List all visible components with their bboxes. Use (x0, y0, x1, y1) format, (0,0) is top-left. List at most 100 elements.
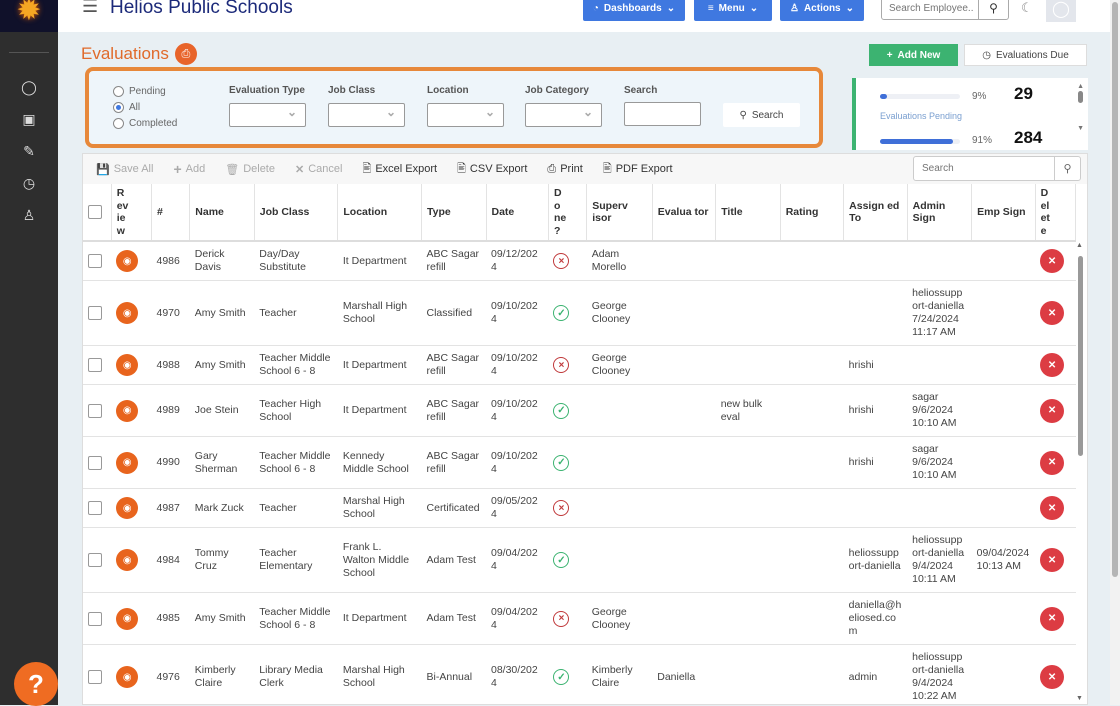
table-row[interactable]: ◉ 4988 Amy Smith Teacher Middle School 6 - … (83, 345, 1076, 385)
radio-completed[interactable]: Completed (113, 115, 177, 131)
eye-icon[interactable]: ◉ (116, 497, 139, 519)
eye-icon[interactable]: ◉ (116, 302, 139, 324)
radio-circle[interactable] (113, 101, 124, 113)
column-header-review[interactable]: R ev ie w (111, 184, 153, 242)
actions-button[interactable]: ♙ Actions ⌄ (780, 0, 864, 21)
column-header-id[interactable]: # (151, 184, 191, 242)
delete-button[interactable]: 🗑 Delete (225, 163, 275, 176)
pdf-export-button[interactable]: 🖹 PDF Export (603, 160, 673, 179)
column-header-supervisor[interactable]: Superv isor (586, 184, 653, 242)
column-header-type[interactable]: Type (421, 184, 487, 242)
row-checkbox[interactable] (88, 403, 102, 418)
page-scrollbar[interactable] (1110, 0, 1120, 705)
hamburger-icon[interactable]: ☰ (82, 0, 99, 16)
column-header-job-class[interactable]: Job Class (254, 184, 339, 242)
user-icon[interactable]: ◯ (21, 78, 37, 95)
column-header-delete[interactable]: D el et e (1035, 184, 1077, 242)
dark-mode-icon[interactable]: ☾ (1021, 0, 1033, 15)
evaluation-type-select[interactable] (229, 103, 306, 127)
add-button[interactable]: + Add (173, 161, 205, 177)
eye-icon[interactable]: ◉ (116, 607, 139, 630)
row-checkbox[interactable] (88, 670, 102, 684)
table-row[interactable]: ◉ 4970 Amy Smith Teacher Marshall High Schoo… (83, 280, 1076, 346)
job-category-select[interactable] (525, 103, 602, 127)
column-header-title[interactable]: Title (715, 184, 781, 242)
delete-icon[interactable]: ✕ (1040, 398, 1065, 423)
column-header-location[interactable]: Location (337, 184, 423, 242)
radio-circle[interactable] (113, 117, 124, 129)
print-icon[interactable]: ⎙ (174, 43, 197, 65)
grid-search-input[interactable] (914, 157, 1054, 180)
search-text-input[interactable] (624, 102, 701, 126)
grid-scrollbar[interactable]: ▲ ▼ (1076, 242, 1083, 702)
delete-icon[interactable]: ✕ (1040, 450, 1065, 475)
eye-icon[interactable]: ◉ (116, 399, 139, 422)
edit-icon[interactable]: ✎ (23, 142, 35, 159)
search-button[interactable]: ⚲ Search (723, 103, 800, 127)
table-row[interactable]: ◉ 4984 Tommy Cruz Teacher Elementary Frank L… (83, 527, 1076, 593)
table-row[interactable]: ◉ 4990 Gary Sherman Teacher Middle School 6… (83, 436, 1076, 489)
dashboards-button[interactable]: ◔ Dashboards ⌄ (583, 0, 685, 21)
add-new-button[interactable]: + Add New (869, 44, 958, 66)
eye-icon[interactable]: ◉ (116, 666, 139, 688)
search-icon[interactable]: ⚲ (978, 0, 1008, 19)
radio-pending[interactable]: Pending (113, 83, 177, 99)
delete-icon[interactable]: ✕ (1040, 301, 1065, 325)
delete-icon[interactable]: ✕ (1040, 665, 1065, 689)
column-header-rating[interactable]: Rating (780, 184, 845, 242)
row-checkbox[interactable] (88, 553, 102, 567)
row-checkbox[interactable] (88, 358, 102, 372)
delete-icon[interactable]: ✕ (1040, 606, 1065, 631)
menu-button[interactable]: ≡ Menu ⌄ (694, 0, 772, 21)
search-icon[interactable]: ⚲ (1054, 157, 1080, 180)
column-header-evaluator[interactable]: Evalua tor (652, 184, 717, 242)
location-select[interactable] (427, 103, 504, 127)
column-header-date[interactable]: Date (486, 184, 549, 242)
row-checkbox[interactable] (88, 254, 102, 268)
eye-icon[interactable]: ◉ (116, 549, 139, 571)
column-header-done[interactable]: D o ne ? (548, 184, 588, 242)
cell-date: 09/10/2024 (486, 280, 549, 346)
eye-icon[interactable]: ◉ (116, 354, 139, 376)
help-button[interactable]: ? (14, 662, 58, 706)
employee-search-input[interactable] (882, 0, 978, 19)
table-row[interactable]: ◉ 4985 Amy Smith Teacher Middle School 6 - … (83, 592, 1076, 645)
row-checkbox[interactable] (88, 306, 102, 320)
stats-scrollbar[interactable]: ▲ ▼ (1077, 83, 1084, 132)
table-row[interactable]: ◉ 4989 Joe Stein Teacher High School It Depa… (83, 384, 1076, 437)
avatar[interactable]: ◯ (1046, 0, 1076, 22)
delete-icon[interactable]: ✕ (1040, 496, 1065, 520)
eye-icon[interactable]: ◉ (116, 451, 139, 474)
row-checkbox[interactable] (88, 455, 102, 470)
delete-icon[interactable]: ✕ (1040, 548, 1065, 572)
row-checkbox[interactable] (88, 501, 102, 515)
evaluations-due-label: Evaluations Due (995, 49, 1069, 61)
column-header-emp-sign[interactable]: Emp Sign (971, 184, 1036, 242)
eye-icon[interactable]: ◉ (116, 250, 139, 272)
column-header-admin-sign[interactable]: Admin Sign (907, 184, 973, 242)
users-icon[interactable]: ♙ (22, 206, 36, 223)
print-button[interactable]: ⎙ Print (547, 163, 582, 176)
table-row[interactable]: ◉ 4986 Derick Davis Day/Day Substitute It De… (83, 241, 1076, 281)
cancel-button[interactable]: ✕ Cancel (295, 163, 342, 176)
radio-circle[interactable] (113, 85, 124, 97)
column-header-assigned-to[interactable]: Assign ed To (843, 184, 908, 242)
job-class-select[interactable] (328, 103, 405, 127)
radio-all[interactable]: All (113, 99, 177, 115)
save-all-button[interactable]: 💾 Save All (96, 163, 153, 176)
row-checkbox[interactable] (88, 611, 102, 626)
evaluations-due-button[interactable]: ◷ Evaluations Due (964, 44, 1087, 66)
excel-export-button[interactable]: 🖹 Excel Export (362, 160, 437, 179)
clock-icon[interactable]: ◷ (22, 174, 36, 191)
delete-icon[interactable]: ✕ (1040, 353, 1065, 377)
table-row[interactable]: ◉ 4987 Mark Zuck Teacher Marshal High School… (83, 488, 1076, 528)
briefcase-icon[interactable]: ▣ (22, 110, 36, 127)
delete-icon[interactable]: ✕ (1040, 249, 1065, 273)
table-row[interactable]: ◉ 4976 Kimberly Claire Library Media Clerk M… (83, 644, 1076, 704)
select-all-checkbox[interactable] (88, 205, 102, 219)
csv-export-button[interactable]: 🖹 CSV Export (457, 160, 527, 179)
column-header-name[interactable]: Name (189, 184, 255, 242)
evaluations-table: R ev ie w # Name Job Class Location Type Date D… (83, 184, 1077, 704)
cell-assigned-to: hrishi (843, 384, 908, 437)
delete-cell: ✕ (1035, 436, 1076, 489)
